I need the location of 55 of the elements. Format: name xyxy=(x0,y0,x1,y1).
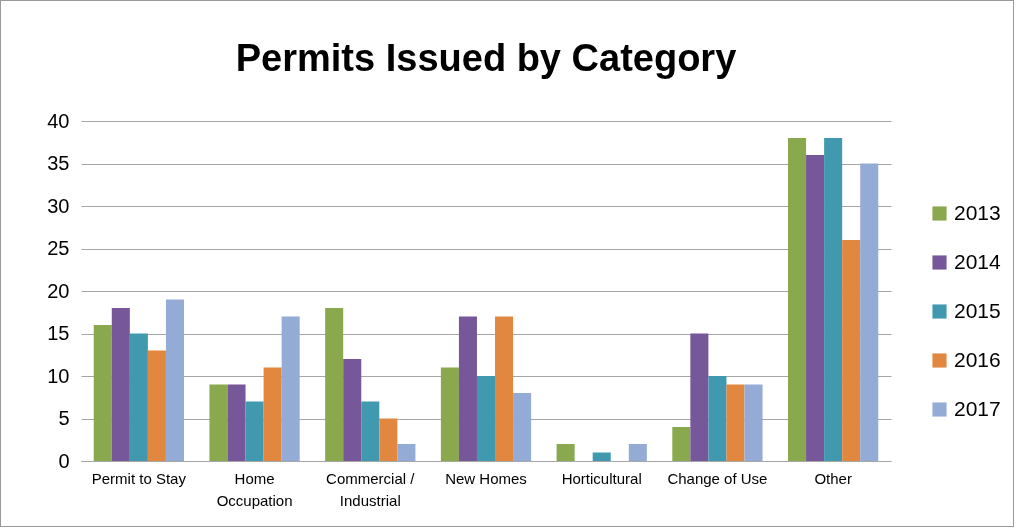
bar xyxy=(440,367,459,461)
legend-label: 2017 xyxy=(954,396,1001,420)
x-tick-label: Home Occupation xyxy=(216,469,293,509)
bar xyxy=(860,163,879,461)
x-tick-label: Change of Use xyxy=(667,469,768,487)
bar xyxy=(556,444,575,461)
bar xyxy=(744,384,763,461)
bar xyxy=(842,240,861,461)
bar xyxy=(227,384,246,461)
bar xyxy=(824,138,843,461)
y-tick-label: 5 xyxy=(58,407,70,429)
y-tick-label: 35 xyxy=(47,152,70,174)
y-tick-label: 15 xyxy=(47,322,70,344)
bar xyxy=(361,401,380,461)
x-tick-label: Other xyxy=(814,469,852,487)
bar xyxy=(726,384,745,461)
bar xyxy=(209,384,228,461)
y-tick-label: 40 xyxy=(47,109,70,132)
bar xyxy=(165,299,184,461)
bar xyxy=(281,316,300,461)
bar xyxy=(495,316,514,461)
y-tick-label: 10 xyxy=(47,364,70,387)
bar xyxy=(592,452,611,461)
y-tick-label: 25 xyxy=(47,237,70,259)
y-tick-label: 0 xyxy=(58,449,70,472)
bar xyxy=(690,333,709,461)
bar xyxy=(513,393,532,461)
bar xyxy=(672,427,691,461)
bar xyxy=(147,350,166,461)
x-tick-label: Permit to Stay xyxy=(91,469,187,487)
bar xyxy=(476,376,496,461)
bar xyxy=(263,367,282,461)
y-tick-label: 30 xyxy=(47,194,70,217)
legend-label: 2013 xyxy=(954,200,1001,224)
x-tick-label: Horticultural xyxy=(561,469,642,487)
legend-label: 2015 xyxy=(954,298,1001,322)
bar xyxy=(93,325,112,461)
bar xyxy=(708,376,727,461)
bar xyxy=(806,155,825,461)
bar xyxy=(628,444,647,461)
legend-label: 2016 xyxy=(954,347,1001,371)
bar xyxy=(245,401,264,461)
x-tick-label: Commercial / Industrial xyxy=(326,469,416,509)
bar xyxy=(788,138,807,461)
bar xyxy=(129,333,148,461)
bar xyxy=(397,444,416,461)
bar xyxy=(111,308,130,461)
bar xyxy=(379,418,398,461)
y-tick-label: 20 xyxy=(47,279,70,302)
bar xyxy=(458,316,477,461)
legend-label: 2014 xyxy=(954,249,1002,273)
bar xyxy=(343,359,362,461)
x-tick-label: New Homes xyxy=(445,469,527,487)
bar xyxy=(325,308,344,461)
chart-title: Permits Issued by Category xyxy=(235,37,737,79)
